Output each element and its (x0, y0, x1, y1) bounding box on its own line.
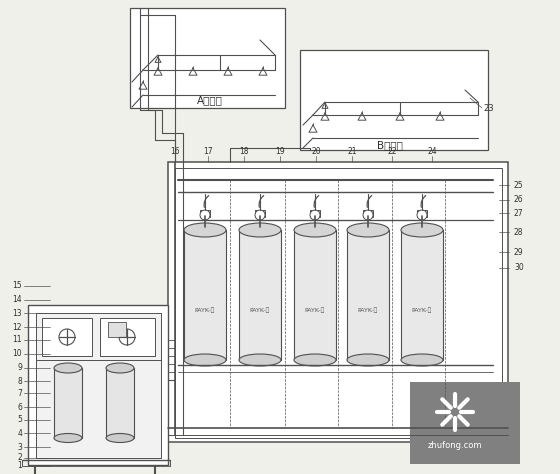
Ellipse shape (417, 210, 427, 220)
Ellipse shape (54, 434, 82, 443)
Text: 21: 21 (347, 147, 357, 156)
Ellipse shape (255, 210, 265, 220)
Text: 28: 28 (514, 228, 524, 237)
Text: 9: 9 (17, 364, 22, 373)
Text: 7: 7 (17, 389, 22, 398)
Ellipse shape (54, 363, 82, 373)
Ellipse shape (310, 210, 320, 220)
Bar (239, 230, 281, 360)
Bar (175, 168, 502, 438)
Text: 24: 24 (427, 147, 437, 156)
Text: 1: 1 (17, 462, 22, 471)
Bar (130, 8, 285, 108)
Bar (54, 368, 82, 438)
Bar (108, 322, 126, 337)
Text: 4: 4 (17, 428, 22, 438)
Ellipse shape (119, 329, 135, 345)
Bar (42, 318, 92, 356)
Text: zhufong.com: zhufong.com (428, 440, 482, 449)
Text: 30: 30 (514, 264, 524, 273)
Text: 27: 27 (514, 209, 524, 218)
Ellipse shape (347, 354, 389, 366)
Text: PAYK-双: PAYK-双 (250, 307, 270, 313)
Ellipse shape (239, 354, 281, 366)
Ellipse shape (347, 223, 389, 237)
Text: PAYK-双: PAYK-双 (412, 307, 432, 313)
Ellipse shape (449, 406, 461, 418)
Text: 15: 15 (12, 282, 22, 291)
Bar (300, 50, 488, 150)
Text: 20: 20 (311, 147, 321, 156)
Text: PAYK-双: PAYK-双 (358, 307, 378, 313)
Text: PAYK-双: PAYK-双 (305, 307, 325, 313)
Text: 2: 2 (17, 454, 22, 463)
Text: 3: 3 (17, 443, 22, 452)
Ellipse shape (184, 223, 226, 237)
Text: PAYK-双: PAYK-双 (195, 307, 215, 313)
Bar (410, 382, 520, 464)
Bar (417, 210, 427, 217)
Bar (106, 368, 134, 438)
Bar (100, 318, 155, 356)
Ellipse shape (59, 329, 75, 345)
Bar (36, 313, 161, 458)
Text: 16: 16 (170, 147, 180, 156)
Text: 12: 12 (12, 322, 22, 331)
Bar (168, 162, 508, 442)
Ellipse shape (401, 223, 443, 237)
Ellipse shape (294, 223, 336, 237)
Ellipse shape (363, 210, 373, 220)
Text: A防护区: A防护区 (197, 95, 223, 105)
Ellipse shape (184, 354, 226, 366)
Ellipse shape (106, 434, 134, 443)
Text: B防护区: B防护区 (377, 140, 403, 150)
Text: 6: 6 (17, 402, 22, 411)
Ellipse shape (401, 354, 443, 366)
Bar (347, 230, 389, 360)
Text: 14: 14 (12, 295, 22, 304)
Text: 23: 23 (483, 103, 493, 112)
Text: 22: 22 (388, 147, 396, 156)
Bar (363, 210, 373, 217)
Text: 11: 11 (12, 336, 22, 345)
Bar (184, 230, 226, 360)
Text: 26: 26 (514, 195, 524, 204)
Ellipse shape (239, 223, 281, 237)
Text: 8: 8 (17, 376, 22, 385)
Ellipse shape (294, 354, 336, 366)
Text: 17: 17 (203, 147, 213, 156)
Text: 19: 19 (275, 147, 285, 156)
Text: 10: 10 (12, 349, 22, 358)
Bar (255, 210, 265, 217)
Text: 29: 29 (514, 247, 524, 256)
Bar (310, 210, 320, 217)
Bar (401, 230, 443, 360)
Bar (294, 230, 336, 360)
Text: 5: 5 (17, 416, 22, 425)
Text: 25: 25 (514, 181, 524, 190)
Ellipse shape (106, 363, 134, 373)
Ellipse shape (200, 210, 210, 220)
Bar (28, 305, 168, 465)
Text: 18: 18 (239, 147, 249, 156)
Text: 13: 13 (12, 309, 22, 318)
Bar (200, 210, 210, 217)
